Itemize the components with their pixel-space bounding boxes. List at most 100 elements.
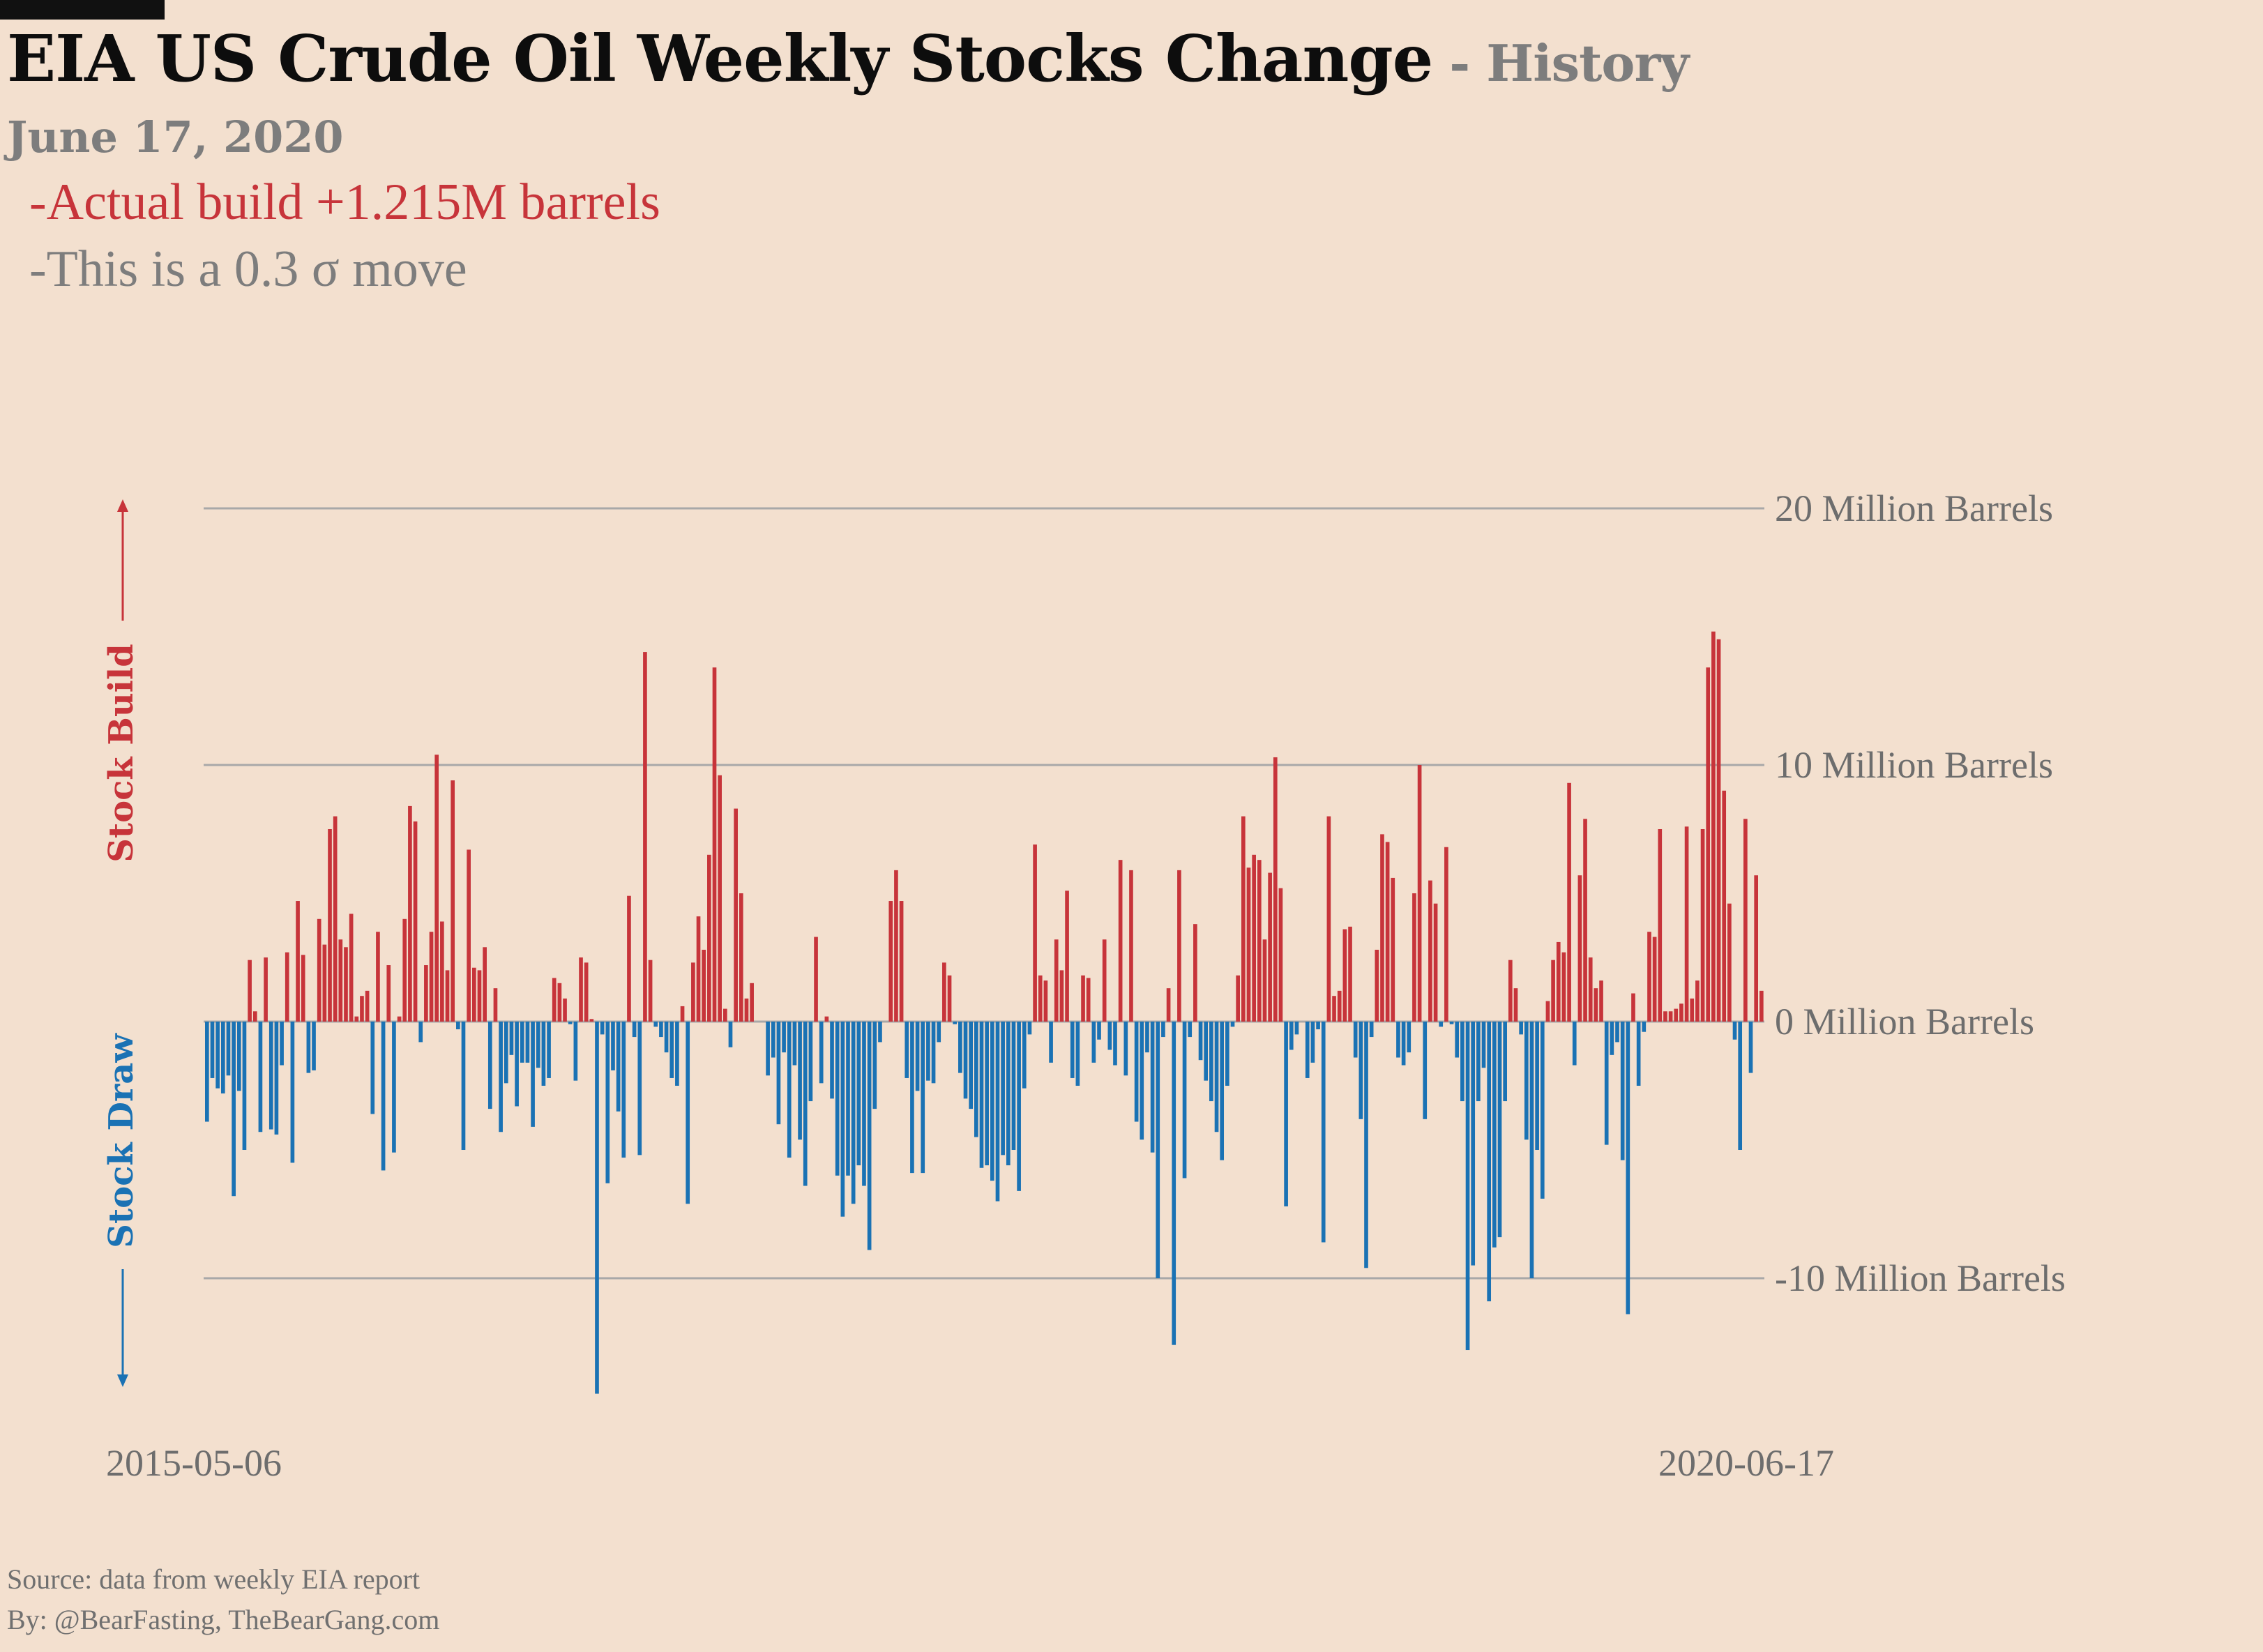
build-bar (402, 918, 407, 1022)
draw-bar (220, 1022, 225, 1094)
draw-bar (1150, 1022, 1155, 1153)
draw-bar (541, 1022, 546, 1086)
build-bar (1033, 844, 1037, 1022)
draw-bar (520, 1022, 524, 1063)
draw-bar (1220, 1022, 1225, 1160)
build-bar (338, 939, 343, 1022)
draw-bar (915, 1022, 920, 1091)
draw-bar (1471, 1022, 1476, 1266)
build-bar (429, 932, 434, 1022)
draw-bar (835, 1022, 840, 1176)
draw-bar (1316, 1022, 1320, 1030)
build-bar (1417, 765, 1422, 1022)
y-tick-label: 20 Million Barrels (1775, 487, 2053, 529)
draw-bar (803, 1022, 808, 1186)
draw-bar (798, 1022, 802, 1140)
draw-bar (921, 1022, 925, 1174)
build-bar (894, 870, 898, 1022)
draw-bar (370, 1022, 375, 1114)
build-bar (1674, 1008, 1679, 1022)
build-bar (386, 965, 391, 1022)
draw-bar (771, 1022, 775, 1058)
build-bar (563, 998, 567, 1022)
draw-bar (1182, 1022, 1187, 1179)
build-bar (899, 901, 904, 1022)
draw-bar (995, 1022, 1000, 1202)
draw-bar (1225, 1022, 1229, 1086)
build-bar (1428, 880, 1432, 1022)
draw-bar (1001, 1022, 1005, 1155)
draw-bar (969, 1022, 974, 1109)
draw-bar (210, 1022, 215, 1078)
build-bar (1241, 816, 1246, 1022)
source-line: Source: data from weekly EIA report (7, 1563, 421, 1595)
draw-bar (819, 1022, 824, 1084)
draw-bar (515, 1022, 519, 1107)
build-bar (557, 983, 562, 1022)
draw-bar (872, 1022, 877, 1109)
draw-bar (595, 1022, 599, 1394)
build-bar (1690, 998, 1695, 1022)
draw-bar (659, 1022, 663, 1038)
build-bar (1551, 960, 1555, 1022)
stock-draw-arrow (117, 1269, 128, 1387)
build-bar (1754, 875, 1758, 1022)
draw-bar (979, 1022, 984, 1168)
title-separator: - (1432, 33, 1487, 93)
draw-bar (1172, 1022, 1176, 1345)
stock-build-arrow (117, 499, 128, 621)
draw-bar (1305, 1022, 1310, 1078)
draw-bar (600, 1022, 605, 1035)
draw-bar (1487, 1022, 1492, 1302)
build-bar (1038, 975, 1043, 1022)
draw-bar (1214, 1022, 1219, 1132)
build-bar (354, 1016, 359, 1022)
draw-bar (418, 1022, 423, 1043)
draw-bar (840, 1022, 845, 1217)
build-bar (264, 957, 268, 1022)
chart-title: EIA US Crude Oil Weekly Stocks Change - … (7, 21, 1689, 96)
draw-bar (1123, 1022, 1128, 1076)
draw-bar (456, 1022, 460, 1030)
build-bar (1086, 978, 1091, 1022)
draw-bar (605, 1022, 610, 1183)
build-bar (1043, 980, 1048, 1022)
draw-bar (1022, 1022, 1027, 1089)
draw-bar (632, 1022, 637, 1038)
draw-bar (1358, 1022, 1363, 1119)
draw-bar (937, 1022, 941, 1043)
build-bar (584, 962, 589, 1022)
draw-bar (1465, 1022, 1470, 1351)
build-bar (1727, 903, 1732, 1022)
draw-bar (1145, 1022, 1149, 1053)
draw-bar (1284, 1022, 1288, 1206)
y-tick-label: 0 Million Barrels (1775, 1001, 2034, 1043)
build-bar (1567, 782, 1571, 1022)
draw-bar (766, 1022, 770, 1076)
draw-bar (1310, 1022, 1315, 1063)
build-bar (1577, 875, 1582, 1022)
build-bar (301, 955, 305, 1022)
draw-bar (499, 1022, 503, 1132)
build-bar (1679, 1003, 1683, 1022)
build-bar (1668, 1011, 1673, 1022)
build-bar (1716, 639, 1721, 1022)
build-bar (579, 957, 583, 1022)
build-bar (1342, 929, 1347, 1022)
draw-bar (280, 1022, 284, 1066)
build-bar (947, 975, 952, 1022)
build-bar (1337, 990, 1342, 1022)
draw-bar (290, 1022, 295, 1163)
draw-bar (1535, 1022, 1539, 1150)
build-bar (1700, 829, 1705, 1022)
chart-subtitle: History (1486, 33, 1689, 93)
draw-bar (573, 1022, 578, 1081)
draw-bar (1519, 1022, 1523, 1035)
source-note: Source: data from weekly EIA report By: … (7, 1559, 439, 1640)
build-bar (413, 821, 418, 1022)
build-bar (434, 755, 439, 1022)
draw-bar (728, 1022, 733, 1047)
draw-bar (1075, 1022, 1080, 1086)
bars (205, 631, 1764, 1394)
